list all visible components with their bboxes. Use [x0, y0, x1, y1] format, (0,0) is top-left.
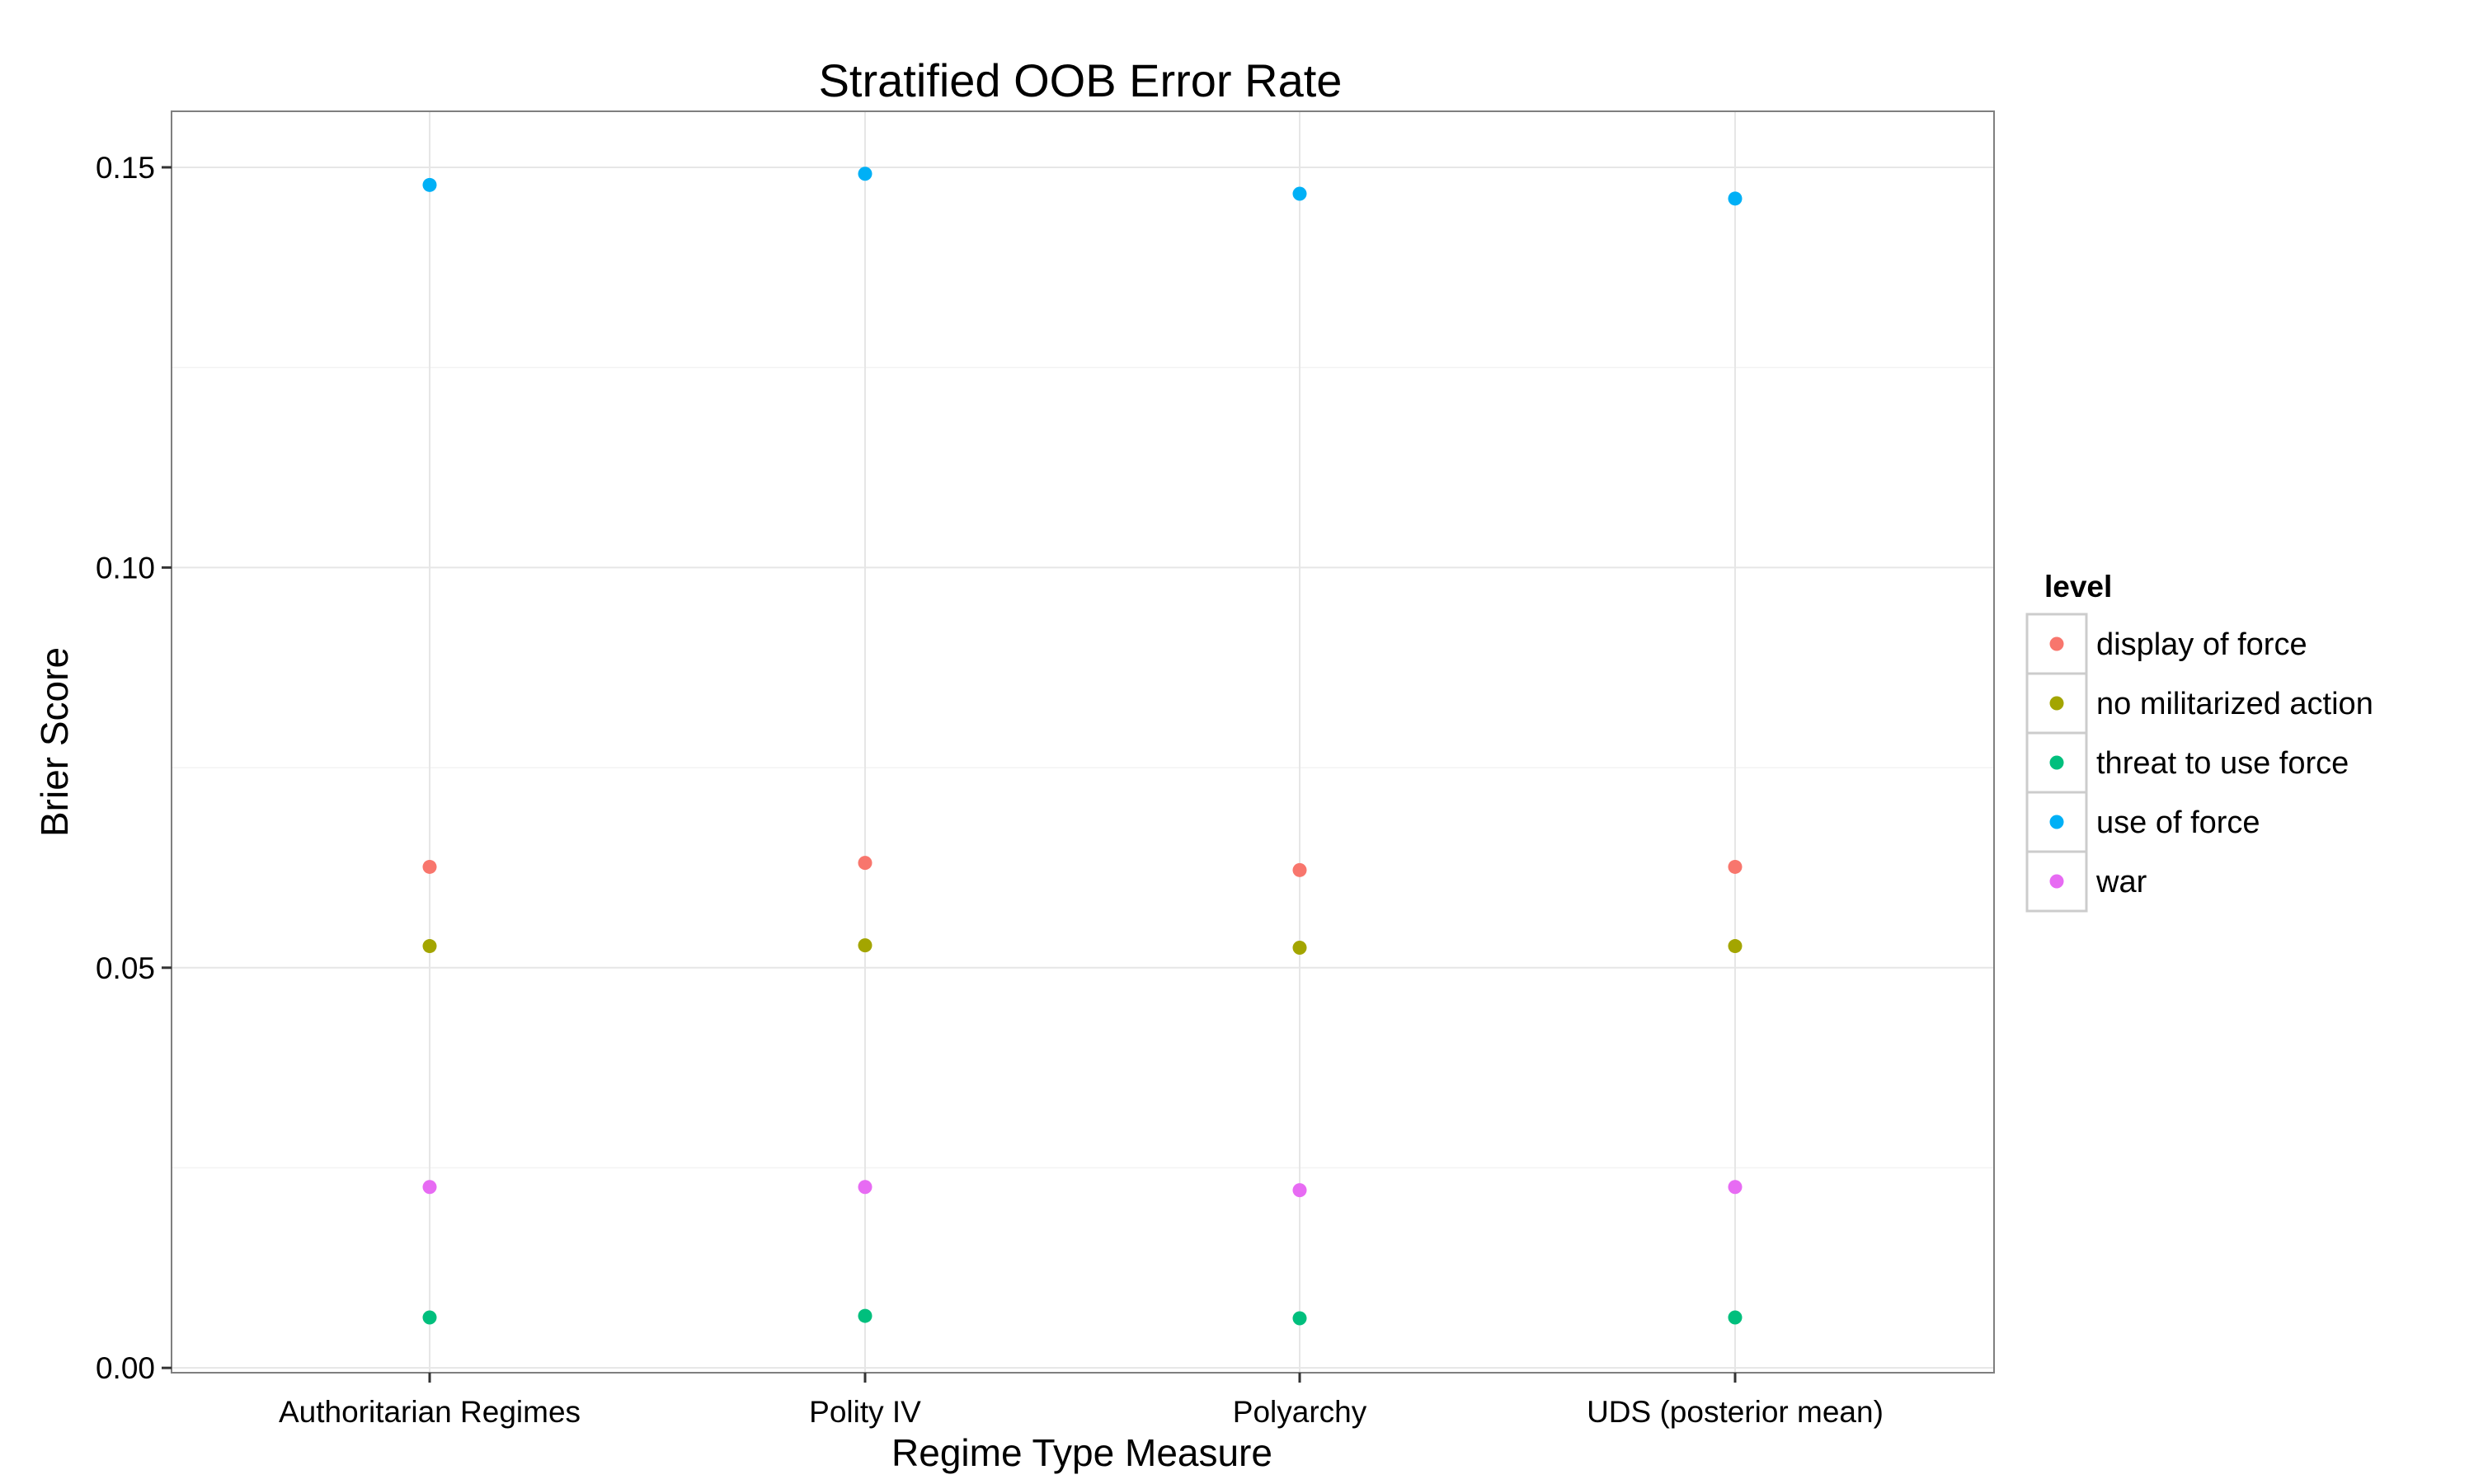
data-point — [858, 167, 872, 181]
data-point — [1292, 1183, 1307, 1198]
legend-marker — [2049, 636, 2064, 651]
y-tick-label: 0.00 — [96, 1351, 155, 1385]
legend-marker — [2049, 815, 2064, 829]
legend-label: no militarized action — [2096, 687, 2373, 721]
data-point — [422, 177, 437, 192]
minor-gridlines — [172, 366, 1994, 1169]
data-point — [858, 856, 872, 871]
legend-marker — [2049, 755, 2064, 770]
plot-panel — [171, 110, 1995, 1374]
data-points — [422, 167, 1743, 1326]
y-axis-title: Brier Score — [33, 647, 76, 837]
x-tick-label: Polity IV — [809, 1395, 921, 1429]
data-point — [858, 1180, 872, 1195]
legend-label: use of force — [2096, 805, 2260, 840]
x-axis: Authoritarian Regimes Polity IV Polyarchy U… — [279, 1373, 1884, 1429]
major-gridlines — [172, 111, 1994, 1373]
legend: level display of force no militarized act… — [2025, 570, 2373, 913]
x-tick-label: Authoritarian Regimes — [279, 1395, 581, 1429]
data-point — [1292, 940, 1307, 955]
data-point — [858, 938, 872, 953]
data-point — [1728, 1180, 1743, 1195]
data-point — [1292, 862, 1307, 877]
y-tick-label: 0.10 — [96, 551, 155, 585]
data-point — [1292, 1311, 1307, 1326]
legend-label: war — [2095, 865, 2147, 899]
x-axis-title: Regime Type Measure — [891, 1431, 1272, 1474]
chart-title: Stratified OOB Error Rate — [819, 54, 1343, 106]
legend-label: display of force — [2096, 627, 2307, 662]
data-point — [1728, 191, 1743, 206]
legend-marker — [2049, 696, 2064, 711]
data-point — [422, 939, 437, 954]
x-tick-label: UDS (posterior mean) — [1587, 1395, 1884, 1429]
data-point — [1728, 1310, 1743, 1325]
panel-border — [171, 110, 1995, 1374]
legend-marker — [2049, 874, 2064, 889]
y-tick-label: 0.05 — [96, 951, 155, 985]
legend-label: threat to use force — [2096, 746, 2349, 781]
x-tick-label: Polyarchy — [1233, 1395, 1367, 1429]
legend-items: display of force no militarized action thr… — [2025, 613, 2373, 913]
data-point — [858, 1308, 872, 1323]
data-point — [422, 1180, 437, 1195]
legend-title: level — [2044, 570, 2112, 603]
data-point — [1728, 939, 1743, 954]
data-point — [1292, 186, 1307, 201]
y-tick-label: 0.15 — [96, 151, 155, 185]
data-point — [1728, 859, 1743, 874]
data-point — [422, 1310, 437, 1325]
y-axis: 0.00 0.05 0.10 0.15 — [96, 151, 172, 1385]
data-point — [422, 859, 437, 874]
